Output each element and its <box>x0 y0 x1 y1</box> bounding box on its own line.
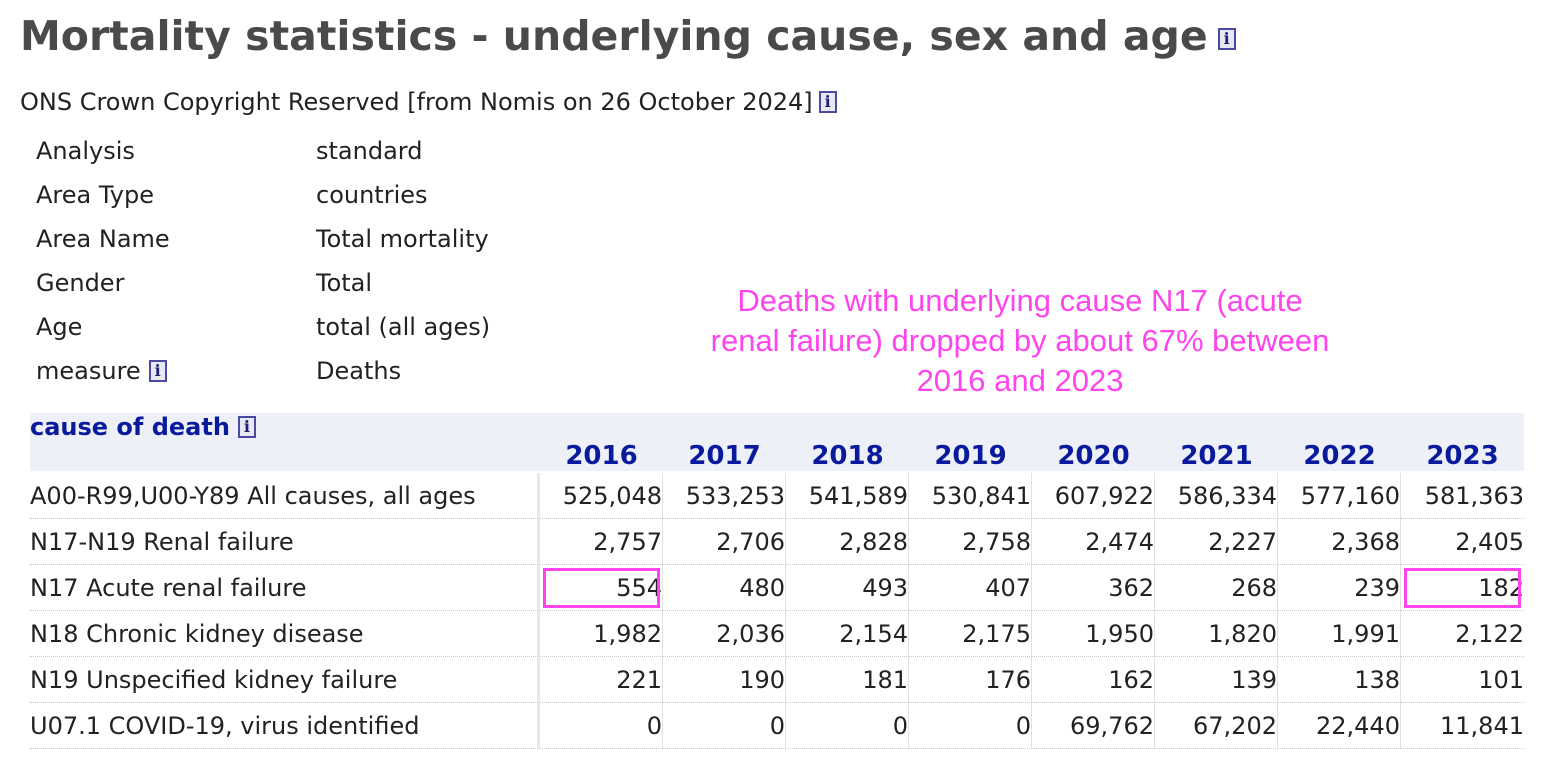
value-cell: 2,175 <box>909 611 1032 657</box>
year-header[interactable]: 2021 <box>1155 413 1278 473</box>
value-cell: 1,820 <box>1155 611 1278 657</box>
cause-of-death-header[interactable]: cause of death i <box>30 413 540 473</box>
meta-label: Area Type <box>36 181 154 209</box>
meta-label: Analysis <box>36 137 135 165</box>
value-cell: 607,922 <box>1032 473 1155 519</box>
value-cell: 541,589 <box>786 473 909 519</box>
value-cell: 1,991 <box>1278 611 1401 657</box>
meta-value: Deaths <box>316 357 402 385</box>
measure-info-icon[interactable]: i <box>148 360 167 382</box>
value-cell: 11,841 <box>1401 703 1524 749</box>
cause-cell: N19 Unspecified kidney failure <box>30 657 540 703</box>
cause-cell: N17-N19 Renal failure <box>30 519 540 565</box>
cause-cell: U07.1 COVID-19, virus identified <box>30 703 540 749</box>
value-cell: 2,757 <box>540 519 663 565</box>
value-cell: 480 <box>663 565 786 611</box>
meta-label: Area Name <box>36 225 170 253</box>
mortality-table: cause of death i 2016 2017 2018 2019 2020… <box>30 413 1524 749</box>
value-cell: 22,440 <box>1278 703 1401 749</box>
annotation-text: Deaths with underlying cause N17 (acute … <box>710 283 1330 398</box>
year-header[interactable]: 2016 <box>540 413 663 473</box>
value-cell: 190 <box>663 657 786 703</box>
meta-value: total (all ages) <box>316 313 491 341</box>
meta-label: measure i <box>36 357 167 385</box>
value-cell: 67,202 <box>1155 703 1278 749</box>
year-header[interactable]: 2017 <box>663 413 786 473</box>
source-info-icon[interactable]: i <box>818 91 837 113</box>
value-cell: 138 <box>1278 657 1401 703</box>
table-row: N17-N19 Renal failure 2,757 2,706 2,828 … <box>30 519 1524 565</box>
value-cell: 533,253 <box>663 473 786 519</box>
year-header[interactable]: 2020 <box>1032 413 1155 473</box>
value-cell: 2,368 <box>1278 519 1401 565</box>
value-cell: 2,706 <box>663 519 786 565</box>
value-cell: 181 <box>786 657 909 703</box>
table-row: U07.1 COVID-19, virus identified 0 0 0 0… <box>30 703 1524 749</box>
value-cell: 0 <box>786 703 909 749</box>
year-header[interactable]: 2023 <box>1401 413 1524 473</box>
year-header[interactable]: 2019 <box>909 413 1032 473</box>
cause-cell: A00-R99,U00-Y89 All causes, all ages <box>30 473 540 519</box>
value-cell: 1,982 <box>540 611 663 657</box>
value-cell: 69,762 <box>1032 703 1155 749</box>
meta-value: countries <box>316 181 428 209</box>
value-cell: 101 <box>1401 657 1524 703</box>
table-header-row: cause of death i 2016 2017 2018 2019 2020… <box>30 413 1524 473</box>
highlighted-value-cell: 554 <box>540 565 663 611</box>
cause-cell: N17 Acute renal failure <box>30 565 540 611</box>
meta-label: Gender <box>36 269 125 297</box>
meta-value: standard <box>316 137 423 165</box>
year-header[interactable]: 2022 <box>1278 413 1401 473</box>
table-row: N18 Chronic kidney disease 1,982 2,036 2… <box>30 611 1524 657</box>
value-cell: 2,474 <box>1032 519 1155 565</box>
meta-value: Total mortality <box>316 225 489 253</box>
value-cell: 530,841 <box>909 473 1032 519</box>
page-title: Mortality statistics - underlying cause,… <box>20 12 1236 60</box>
highlighted-value-cell: 182 <box>1401 565 1524 611</box>
value-cell: 407 <box>909 565 1032 611</box>
value-cell: 2,227 <box>1155 519 1278 565</box>
table-row: A00-R99,U00-Y89 All causes, all ages 525… <box>30 473 1524 519</box>
value-cell: 0 <box>663 703 786 749</box>
cause-info-icon[interactable]: i <box>237 416 256 438</box>
year-header[interactable]: 2018 <box>786 413 909 473</box>
value-cell: 362 <box>1032 565 1155 611</box>
source-line: ONS Crown Copyright Reserved [from Nomis… <box>20 88 837 116</box>
value-cell: 0 <box>909 703 1032 749</box>
value-cell: 239 <box>1278 565 1401 611</box>
value-cell: 581,363 <box>1401 473 1524 519</box>
value-cell: 2,758 <box>909 519 1032 565</box>
value-cell: 2,405 <box>1401 519 1524 565</box>
meta-label: Age <box>36 313 83 341</box>
value-cell: 1,950 <box>1032 611 1155 657</box>
table-row: N19 Unspecified kidney failure 221 190 1… <box>30 657 1524 703</box>
value-cell: 493 <box>786 565 909 611</box>
value-cell: 2,154 <box>786 611 909 657</box>
value-cell: 221 <box>540 657 663 703</box>
value-cell: 176 <box>909 657 1032 703</box>
title-info-icon[interactable]: i <box>1217 28 1236 50</box>
value-cell: 577,160 <box>1278 473 1401 519</box>
cause-cell: N18 Chronic kidney disease <box>30 611 540 657</box>
table-row: N17 Acute renal failure 554 480 493 407 … <box>30 565 1524 611</box>
value-cell: 268 <box>1155 565 1278 611</box>
value-cell: 2,036 <box>663 611 786 657</box>
meta-value: Total <box>316 269 373 297</box>
value-cell: 0 <box>540 703 663 749</box>
value-cell: 586,334 <box>1155 473 1278 519</box>
value-cell: 139 <box>1155 657 1278 703</box>
value-cell: 2,828 <box>786 519 909 565</box>
value-cell: 525,048 <box>540 473 663 519</box>
value-cell: 162 <box>1032 657 1155 703</box>
value-cell: 2,122 <box>1401 611 1524 657</box>
